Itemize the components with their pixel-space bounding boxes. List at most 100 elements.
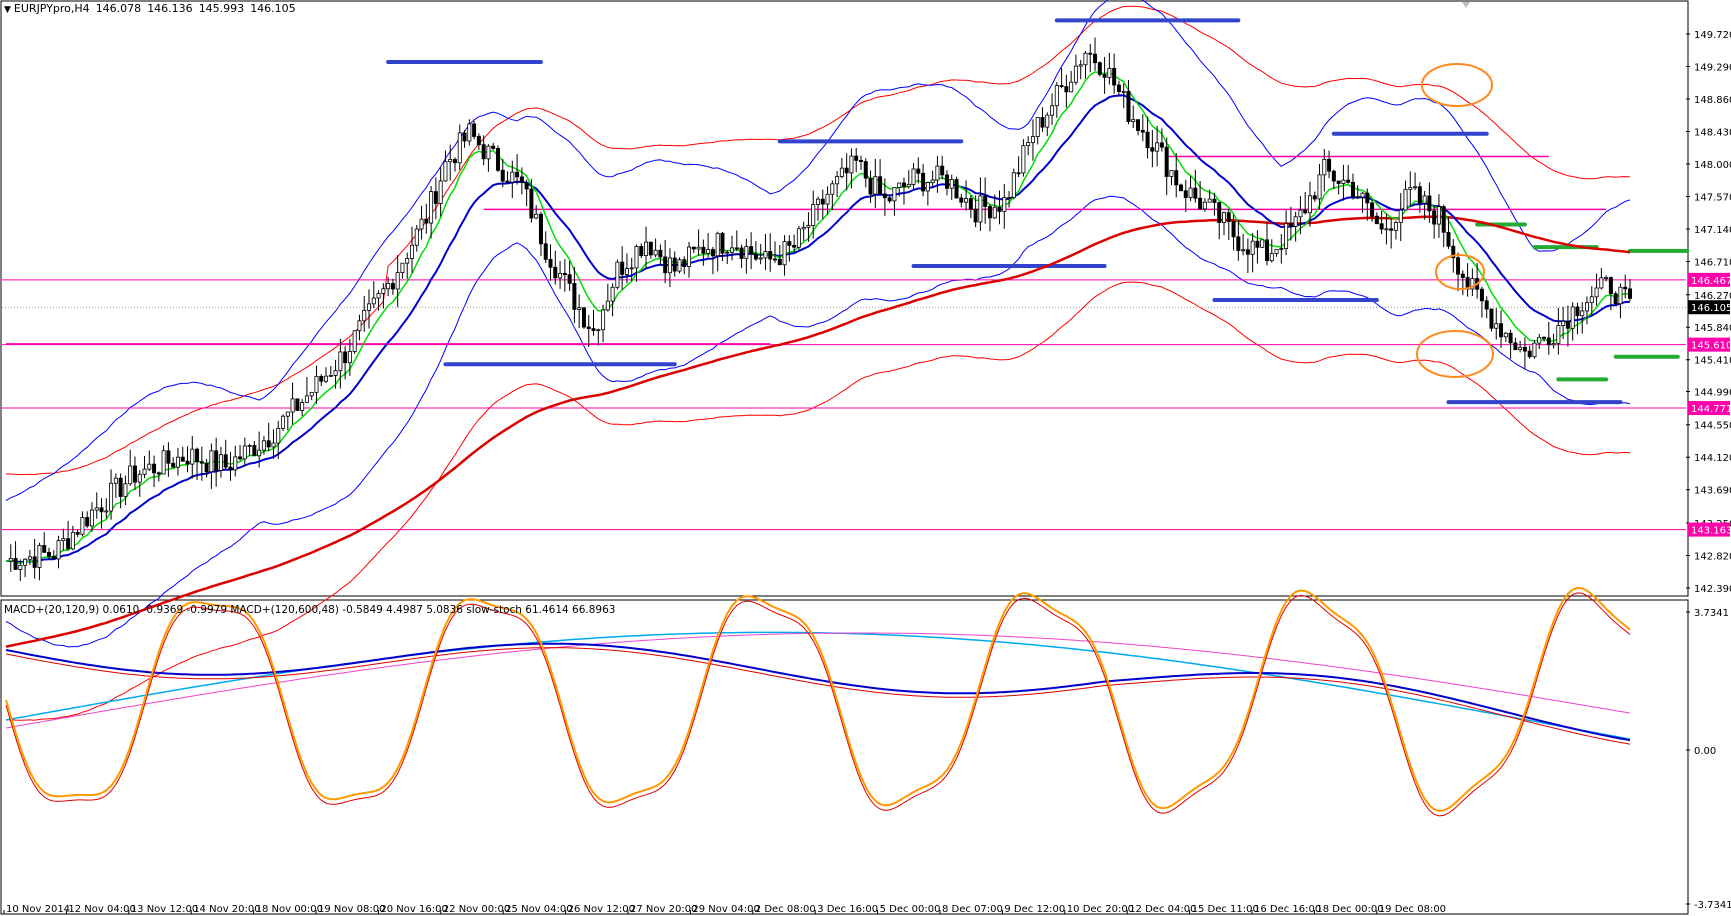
candle-body [558,272,563,279]
candle-body [1040,117,1045,128]
candle-body [987,206,992,219]
candle-body [75,532,80,535]
candle-body [285,411,290,417]
candle-body [658,249,663,258]
candle-body [1021,145,1026,174]
candle-body [1537,336,1542,344]
candle-body [835,176,840,185]
candle-body [663,256,668,274]
price-tag-label: 143.163 [1691,526,1731,537]
candle-body [1499,323,1504,338]
candle-body [949,179,954,189]
candle-body [357,320,362,332]
candle-body [510,171,515,183]
candle-body [858,160,863,162]
price-tag-box [1688,272,1730,287]
candle-body [901,182,906,188]
price-tag-label: 146.105 [1691,303,1731,314]
candle-body [343,351,348,364]
time-tick-label: 2 Dec 08:00 [755,904,816,915]
candle-body [1116,84,1121,92]
candle-body [1522,346,1527,352]
price-tag-label: 144.771 [1691,404,1731,415]
horizontal-lines[interactable] [2,155,1686,531]
candle-body [944,174,949,189]
candle-body [1532,342,1537,358]
candle-body [1241,249,1246,252]
candle-body [66,538,71,550]
candle-body [433,191,438,204]
candle-body [1293,216,1298,227]
candle-body [1427,195,1432,212]
candle-body [156,472,161,475]
candle-body [567,274,572,284]
candle-body [180,456,185,462]
candle-body [644,241,649,256]
price-tag-box [1688,300,1730,315]
highlight-circle-1 [1435,254,1485,290]
candle-body [1422,195,1427,204]
candle-body [1527,350,1532,358]
price-tick-label: 146.710 [1694,257,1731,268]
candle-body [548,258,553,268]
candle-body [1322,158,1327,176]
candle-body [1140,130,1145,133]
candle-body [1078,64,1083,67]
price-tick-label: 147.140 [1694,225,1731,236]
candle-body [1217,202,1222,223]
candle-body [233,456,238,471]
macd-short-line [5,642,1631,742]
candle-body [1623,286,1628,290]
candle-body [687,246,692,267]
candle-body [1250,240,1255,255]
candle-body [1064,86,1069,93]
time-tick-label: 10 Dec 20:00 [1067,904,1134,915]
time-tick-label: 29 Nov 04:00 [692,904,759,915]
candle-body [1451,245,1456,259]
candle-body [1202,201,1207,210]
candle-body [1222,212,1227,223]
candle-body [782,241,787,266]
candle-body [1274,248,1279,254]
price-tag-box [1688,522,1730,537]
candle-body [839,167,844,177]
time-tick-label: 19 Dec 08:00 [1379,904,1446,915]
bollinger-upper-line [5,0,1631,502]
candle-body [940,165,945,176]
candle-body [390,283,395,290]
time-tick-label: 13 Nov 12:00 [131,904,198,915]
symbol-dropdown-icon[interactable]: ▼ [4,5,11,15]
candle-body [1379,223,1384,230]
candle-body [682,259,687,267]
candle-body [925,182,930,192]
candle-body [620,261,625,275]
candle-body [1045,114,1050,128]
candle-body [1608,277,1613,295]
candle-body [596,329,601,332]
candle-body [1002,197,1007,212]
chart-shift-marker-icon[interactable] [1462,2,1470,8]
candle-body [414,228,419,246]
time-tick-label: 14 Nov 20:00 [193,904,260,915]
candle-body [1613,293,1618,305]
candle-body [118,477,123,497]
candle-body [577,307,582,310]
price-tick-label: 148.860 [1694,95,1731,106]
time-tick-label: 8 Dec 07:00 [942,904,1003,915]
candle-body [195,448,200,463]
candle-body [1016,172,1021,175]
candle-body [1546,337,1551,346]
candle-body [142,468,147,475]
candle-body [491,145,496,149]
candle-body [99,507,104,513]
price-tick-label: 142.820 [1694,552,1731,563]
candle-body [882,193,887,199]
candle-body [80,517,85,535]
candle-body [1236,236,1241,251]
candle-body [906,183,911,188]
candle-body [1580,310,1585,317]
candle-body [223,454,228,468]
candle-body [1355,196,1360,199]
candle-body [13,558,18,570]
